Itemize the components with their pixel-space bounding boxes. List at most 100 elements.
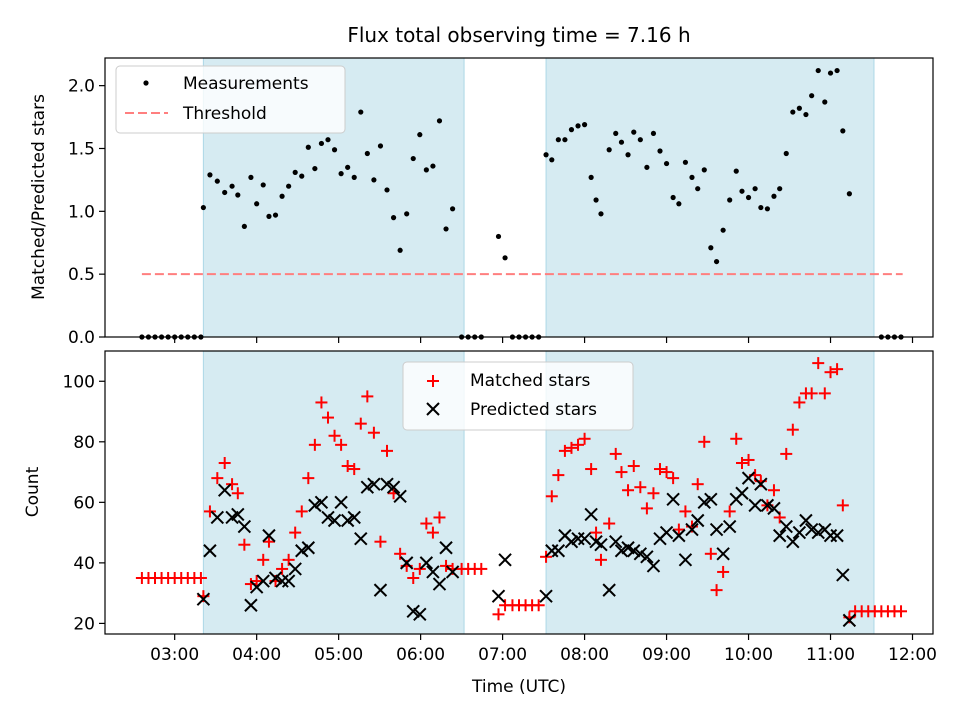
matched-star-marker <box>572 438 585 451</box>
matched-star-marker <box>426 526 439 539</box>
predicted-star-marker <box>640 550 654 564</box>
measurement-point <box>764 206 771 212</box>
measurement-point <box>713 258 720 265</box>
matched-star-marker <box>615 466 628 479</box>
matched-star-marker <box>348 463 361 476</box>
predicted-star-marker <box>748 498 762 513</box>
measurement-point <box>390 215 397 221</box>
matched-star-marker <box>354 417 367 430</box>
predicted-star-marker <box>609 534 623 549</box>
measurement-point <box>598 211 604 217</box>
measurement-point <box>701 167 707 173</box>
measurement-point <box>613 130 619 137</box>
predicted-star-marker <box>767 501 781 516</box>
predicted-star-marker <box>308 498 322 513</box>
x-tick-label: 10:00 <box>724 645 773 665</box>
predicted-star-marker <box>256 574 270 588</box>
matched-star-marker <box>361 390 374 403</box>
predicted-star-marker <box>321 510 335 525</box>
measurement-point <box>827 70 834 76</box>
predicted-star-marker <box>210 510 225 525</box>
measurement-point <box>822 99 828 105</box>
measurement-point <box>248 174 254 180</box>
matched-star-marker <box>578 432 591 445</box>
matched-star-marker <box>433 511 446 524</box>
matched-star-marker <box>793 396 806 409</box>
top-x-ticks <box>174 337 914 343</box>
bottom-axes-frame <box>104 350 934 635</box>
matched-star-marker <box>786 423 799 436</box>
matched-star-marker <box>609 447 622 460</box>
matched-star-marker <box>315 396 328 409</box>
top-y-tick-label: 0.0 <box>68 328 95 348</box>
legend-matched-marker <box>427 375 439 387</box>
measurement-point <box>410 155 416 162</box>
predicted-star-marker <box>268 571 283 585</box>
predicted-star-marker <box>842 613 857 628</box>
matched-star-marker <box>545 490 558 503</box>
measurement-point <box>846 191 852 197</box>
predicted-star-marker <box>498 553 512 567</box>
measurement-point <box>371 177 377 183</box>
matched-star-marker <box>440 559 453 572</box>
predicted-star-marker <box>406 604 420 619</box>
predicted-star-marker <box>413 607 427 622</box>
bottom-x-ticks: 03:00 04:00 05:00 06:00 07:00 08:00 09:00 10:00… <box>150 634 937 665</box>
matched-star-marker <box>231 487 244 500</box>
predicted-star-marker <box>445 565 460 579</box>
predicted-star-marker <box>577 531 592 546</box>
matched-star-marker <box>374 535 387 548</box>
measurement-point <box>637 137 643 143</box>
bottom-panel: 03:00 04:00 05:00 06:00 07:00 08:00 09:00 10:00… <box>23 350 937 697</box>
predicted-star-marker <box>288 562 302 576</box>
matched-star-marker <box>328 429 341 442</box>
bottom-y-axis-label: Count <box>23 466 43 517</box>
legend-threshold-label: Threshold <box>182 104 267 124</box>
predicted-star-marker <box>539 589 553 603</box>
matched-star-marker <box>211 472 224 485</box>
measurement-point <box>279 193 285 199</box>
predicted-star-marker <box>799 513 813 528</box>
measurement-point <box>593 197 599 203</box>
measurement-point <box>260 182 266 188</box>
x-tick-label: 11:00 <box>806 645 855 665</box>
matched-star-marker <box>413 562 426 575</box>
predicted-star-marker <box>779 519 793 534</box>
measurement-point <box>331 147 338 153</box>
predicted-stars-series <box>196 471 857 628</box>
measurement-point <box>815 67 821 74</box>
measurement-point <box>644 164 650 170</box>
predicted-star-marker <box>262 528 276 543</box>
predicted-star-marker <box>836 568 850 582</box>
measurement-point <box>809 93 815 99</box>
measurement-point <box>676 201 682 207</box>
top-legend: Measurements Threshold <box>115 65 346 134</box>
measurement-point <box>338 171 344 177</box>
matched-star-marker <box>407 572 420 585</box>
predicted-star-marker <box>360 480 375 494</box>
predicted-star-marker <box>217 483 232 497</box>
measurement-point <box>443 226 449 232</box>
predicted-star-marker <box>244 598 258 612</box>
matched-star-marker <box>627 460 640 473</box>
predicted-star-marker <box>685 522 699 537</box>
measurement-point <box>229 183 235 189</box>
measurement-point <box>790 109 796 115</box>
matched-star-marker <box>640 502 653 515</box>
matched-star-marker <box>691 478 704 491</box>
measurement-point <box>318 140 325 147</box>
measurement-point <box>286 183 292 189</box>
matched-star-marker <box>250 575 263 588</box>
matched-star-marker <box>767 484 780 497</box>
matched-star-marker <box>704 547 717 560</box>
predicted-star-marker <box>491 589 506 603</box>
matched-star-marker <box>660 466 673 479</box>
measurement-point <box>222 189 228 196</box>
x-tick-label: 07:00 <box>478 645 527 665</box>
measurement-point <box>404 211 410 217</box>
measurement-point <box>397 247 403 253</box>
measurement-point <box>549 157 555 163</box>
measurement-point <box>720 227 726 233</box>
matched-star-marker <box>321 411 334 424</box>
predicted-star-marker <box>196 592 211 606</box>
